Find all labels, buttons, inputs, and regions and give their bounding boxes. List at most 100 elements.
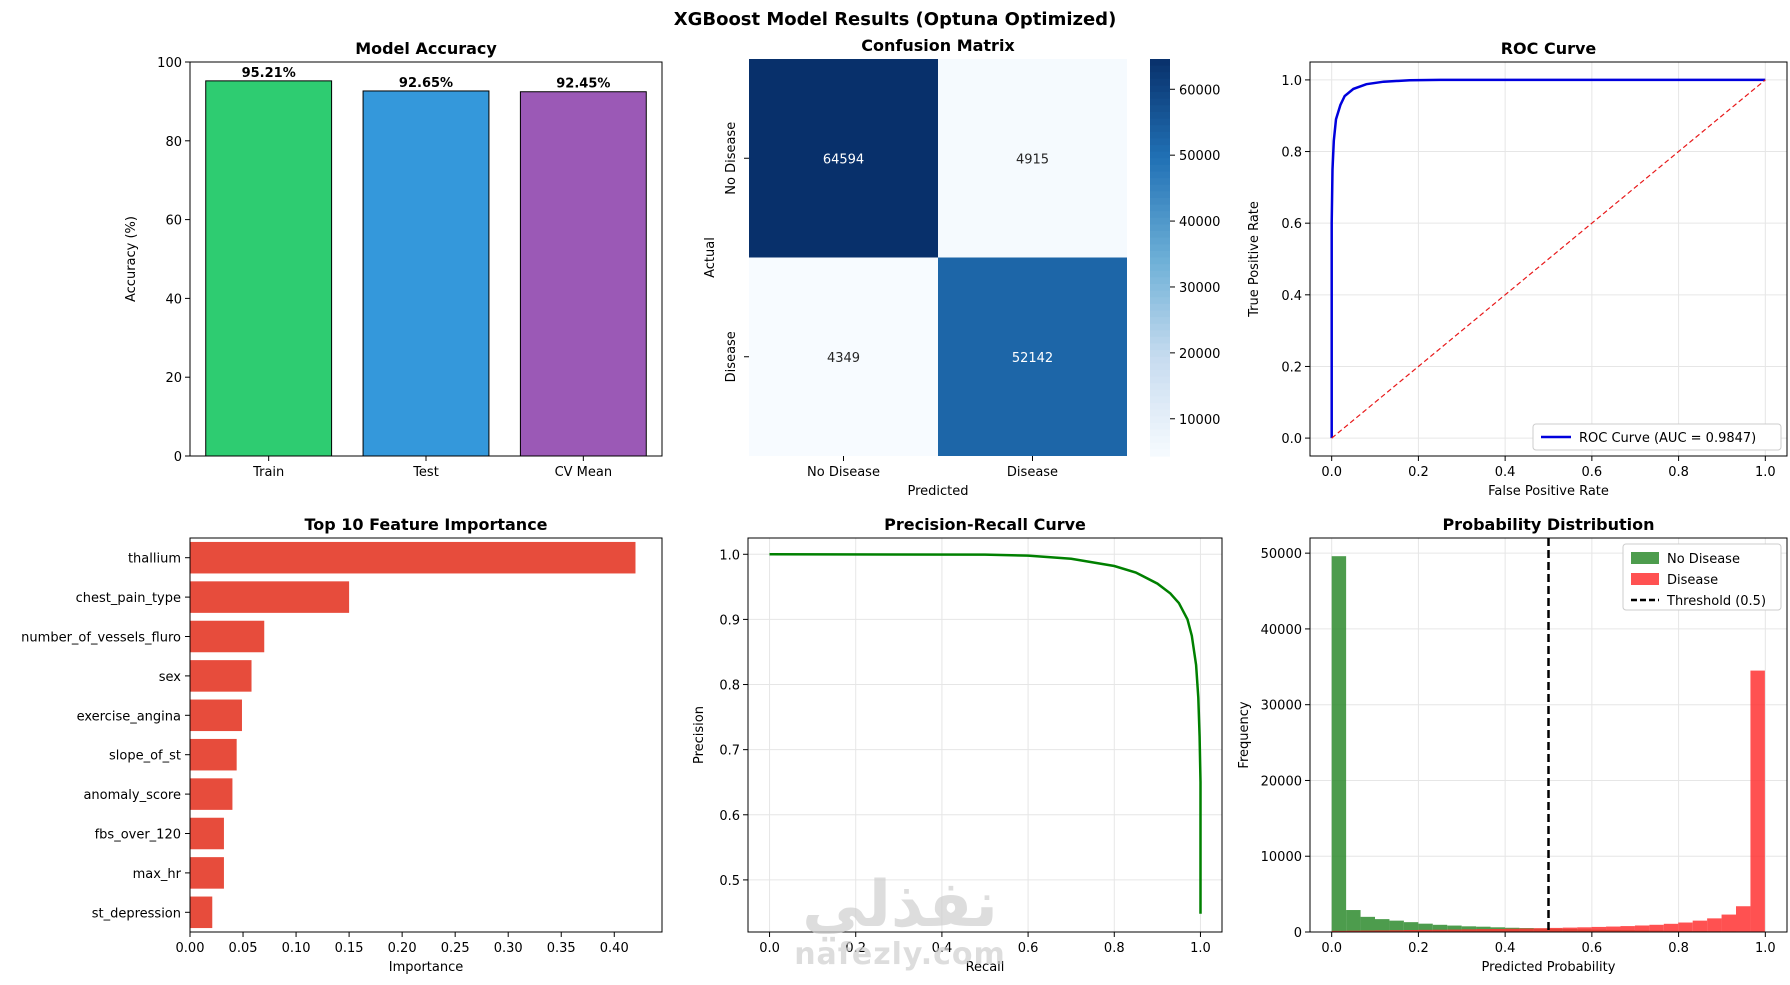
roc-ytick-label: 0.0 (1281, 432, 1302, 447)
confusion-ylabel: Actual (703, 237, 718, 278)
colorbar-tick-label: 40000 (1179, 215, 1220, 230)
roc-xtick-label: 0.6 (1582, 465, 1603, 480)
probdist-hist-bar (1403, 922, 1419, 932)
importance-bar (190, 896, 213, 929)
accuracy-ytick-label: 40 (165, 292, 182, 307)
probdist-hist-bar (1346, 930, 1361, 932)
probdist-ytick-label: 30000 (1261, 699, 1302, 714)
colorbar-segment (1150, 442, 1170, 450)
importance-feature-label: sex (159, 670, 182, 685)
importance-xtick-label: 0.25 (441, 941, 470, 956)
colorbar-segment (1150, 191, 1170, 199)
pr-ylabel: Precision (692, 706, 707, 764)
confusion-cell-value: 4349 (827, 351, 860, 366)
colorbar-segment (1150, 429, 1170, 437)
roc-legend: ROC Curve (AUC = 0.9847) (1532, 423, 1782, 451)
colorbar-segment (1150, 224, 1170, 232)
probdist-title: Probability Distribution (1442, 515, 1654, 534)
probdist-hist-bar (1447, 925, 1462, 932)
probdist-legend-swatch (1631, 552, 1659, 564)
colorbar-segment (1150, 449, 1170, 457)
pr-ytick-label: 0.5 (719, 874, 740, 889)
colorbar-segment (1150, 158, 1170, 166)
confusion-xtick-label: Disease (1007, 465, 1058, 480)
colorbar-segment (1150, 310, 1170, 318)
roc-chart: 0.0 0.2 0.4 0.6 0.8 1.0 0.0 0.2 0.4 0.6 0.8 1.0 ROC … (1247, 39, 1788, 499)
roc-legend-label: ROC Curve (AUC = 0.9847) (1579, 431, 1756, 446)
colorbar-segment (1150, 231, 1170, 239)
colorbar-segment (1150, 237, 1170, 245)
colorbar-segment (1150, 125, 1170, 133)
importance-feature-label: exercise_angina (77, 709, 181, 724)
probdist-hist-bar (1707, 918, 1722, 932)
roc-ytick-label: 0.8 (1281, 146, 1302, 161)
importance-bar (190, 620, 265, 653)
pr-ytick-label: 0.7 (719, 744, 740, 759)
probdist-hist-bar (1736, 906, 1751, 932)
probdist-hist-bar (1461, 926, 1477, 932)
pr-curve-line (769, 553, 1202, 914)
accuracy-xtick-label: Test (412, 465, 439, 480)
probdist-hist-bar (1389, 920, 1404, 932)
colorbar-segment (1150, 290, 1170, 298)
probdist-hist-bar (1634, 925, 1650, 932)
colorbar-segment (1150, 403, 1170, 411)
colorbar-segment (1150, 164, 1170, 173)
importance-feature-label: thallium (128, 552, 181, 567)
probdist-hist-bar (1403, 930, 1419, 932)
importance-feature-label: chest_pain_type (76, 591, 181, 606)
colorbar-segment (1150, 178, 1170, 186)
probdist-hist-bar (1721, 914, 1737, 932)
pr-title: Precision-Recall Curve (884, 515, 1086, 534)
probdist-hist-bar (1678, 922, 1693, 932)
probdist-ylabel: Frequency (1237, 701, 1252, 768)
probdist-hist-bar (1519, 928, 1534, 932)
importance-bar (190, 778, 233, 810)
accuracy-bar (519, 91, 647, 457)
accuracy-xtick-label: Train (252, 465, 284, 480)
probdist-hist-bar (1562, 927, 1578, 932)
accuracy-ytick-label: 20 (165, 371, 182, 386)
probdist-xtick-label: 0.2 (1408, 941, 1429, 956)
importance-feature-label: anomaly_score (83, 788, 181, 803)
confusion-xlabel: Predicted (907, 484, 968, 499)
colorbar-segment (1150, 416, 1170, 424)
roc-curve-line (1330, 78, 1766, 439)
colorbar-segment (1150, 436, 1170, 444)
importance-feature-label: number_of_vessels_fluro (21, 631, 181, 646)
colorbar-segment (1150, 118, 1170, 126)
colorbar-tick-label: 10000 (1179, 413, 1220, 428)
colorbar-segment (1150, 105, 1170, 113)
probdist-xtick-label: 0.6 (1582, 941, 1603, 956)
importance-xtick-label: 0.30 (494, 941, 523, 956)
pr-ytick-label: 0.6 (719, 809, 740, 824)
probdist-hist-bar (1375, 930, 1390, 932)
colorbar-segment (1150, 217, 1170, 226)
probdist-hist-bar (1432, 929, 1448, 932)
probdist-hist-bar (1591, 926, 1607, 932)
colorbar-segment (1150, 336, 1170, 345)
colorbar-tick-label: 60000 (1179, 83, 1220, 98)
pr-chart: 0.0 0.2 0.4 0.6 0.8 1.0 0.5 0.6 0.7 0.8 0.9 1.0 Prec… (692, 515, 1223, 975)
confusion-cell (938, 59, 1127, 258)
importance-bar (190, 738, 237, 771)
confusion-title: Confusion Matrix (861, 36, 1015, 55)
probdist-ytick-label: 0 (1294, 926, 1302, 941)
accuracy-ytick-label: 0 (174, 450, 182, 465)
importance-bar (190, 817, 224, 850)
roc-xtick-label: 0.4 (1495, 465, 1516, 480)
pr-xtick-label: 1.0 (1190, 941, 1211, 956)
importance-bar (190, 857, 224, 889)
probdist-legend-label: No Disease (1667, 552, 1740, 567)
probdist-hist-bar (1606, 926, 1621, 932)
colorbar-segment (1150, 211, 1170, 219)
probdist-xtick-label: 1.0 (1755, 941, 1776, 956)
roc-xtick-label: 0.0 (1321, 465, 1342, 480)
accuracy-axes-frame (189, 61, 663, 457)
probdist-hist-bar (1418, 929, 1433, 932)
colorbar-segment (1150, 383, 1170, 391)
importance-feature-label: st_depression (92, 906, 181, 921)
probdist-hist-bar (1331, 930, 1347, 932)
colorbar-segment (1150, 171, 1170, 179)
roc-xtick-label: 1.0 (1755, 465, 1776, 480)
